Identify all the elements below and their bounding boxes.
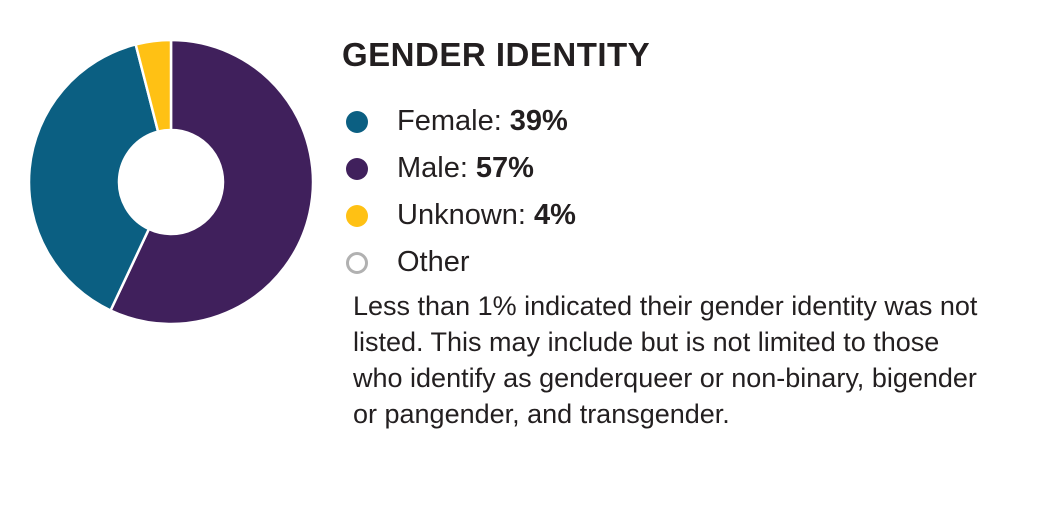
donut-chart <box>27 38 315 326</box>
legend-dot <box>346 251 368 274</box>
legend-label: Male: <box>397 152 468 184</box>
legend-item-other: Other <box>346 239 576 286</box>
legend-item-female: Female: 39% <box>346 98 576 145</box>
legend-value: 39% <box>509 105 568 137</box>
legend-label: Unknown: <box>397 199 526 231</box>
chart-title: GENDER IDENTITY <box>342 36 651 73</box>
legend-label: Other <box>397 246 470 278</box>
legend-dot <box>346 110 368 133</box>
slice-unknown <box>134 38 173 134</box>
legend-value: 57% <box>475 152 534 184</box>
legend-dot <box>346 204 368 227</box>
legend: Female: 39% Male: 57% Unknown: 4% Other <box>346 98 576 286</box>
legend-label: Female: <box>397 105 502 137</box>
legend-item-unknown: Unknown: 4% <box>346 192 576 239</box>
footnote: Less than 1% indicated their gender iden… <box>353 291 978 429</box>
legend-dot <box>346 157 368 180</box>
legend-item-male: Male: 57% <box>346 145 576 192</box>
slice-female <box>27 42 160 313</box>
legend-value: 4% <box>533 199 576 231</box>
slice-male <box>108 38 315 326</box>
